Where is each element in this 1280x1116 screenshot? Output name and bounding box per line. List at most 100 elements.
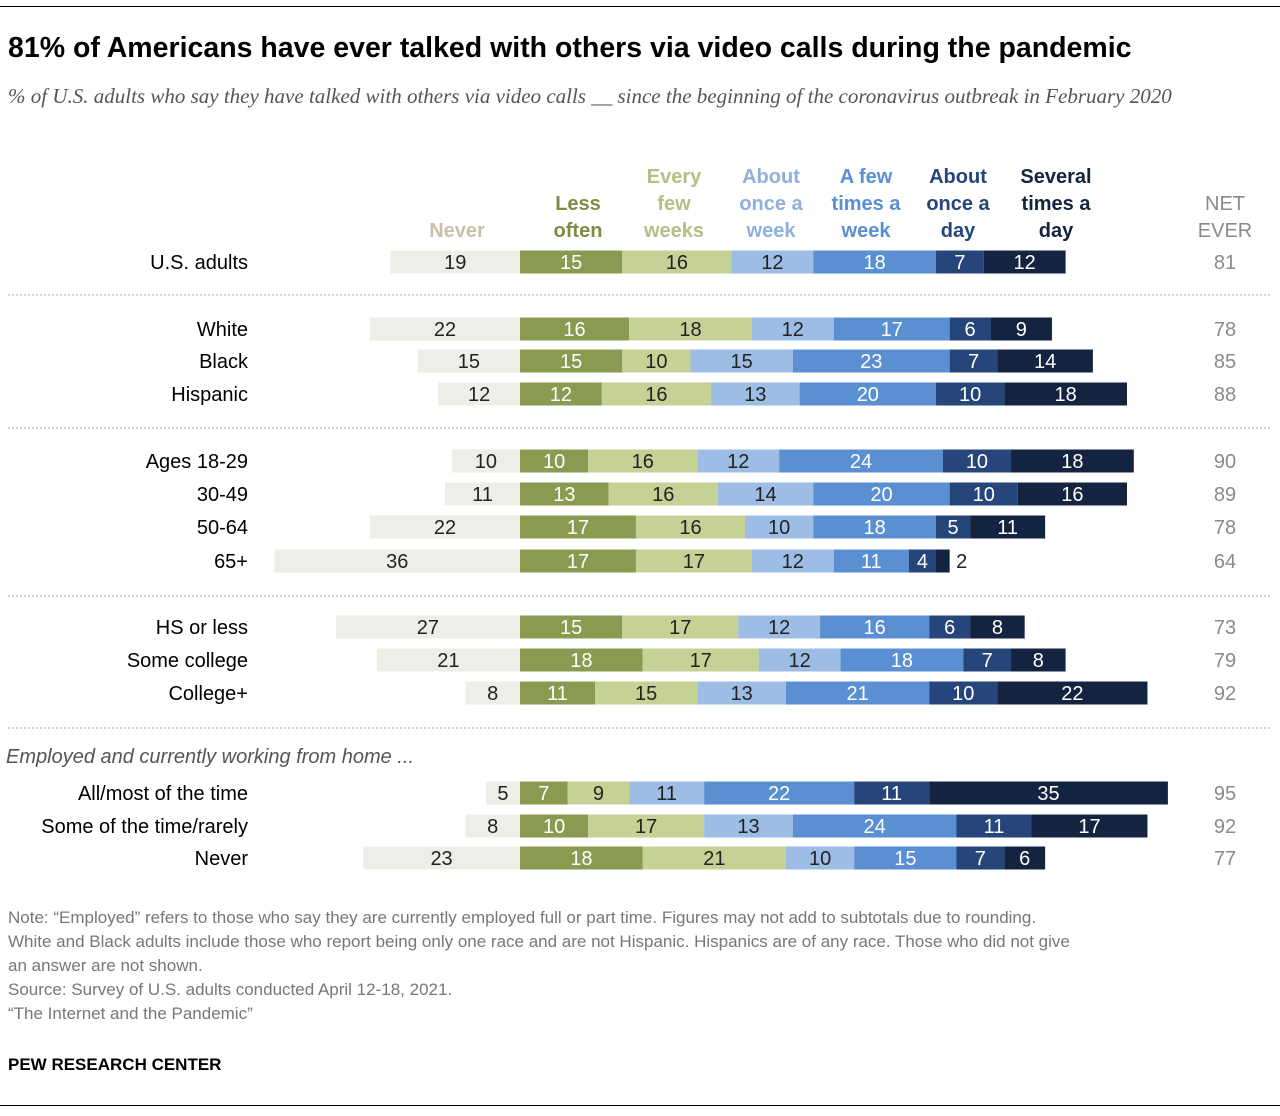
data-label: 8 <box>992 617 1003 639</box>
bar-segment <box>833 549 909 573</box>
data-label: 18 <box>864 517 886 539</box>
bar-segment-never <box>465 681 520 705</box>
bar-segment <box>1011 648 1066 672</box>
bar-segment <box>1004 382 1127 406</box>
data-label: 17 <box>567 551 589 573</box>
bar-segment <box>608 482 718 506</box>
bar-segment <box>1031 814 1148 838</box>
data-label: 18 <box>891 650 913 672</box>
data-label: 16 <box>864 617 886 639</box>
bar-segment-never <box>274 549 520 573</box>
data-label: 10 <box>475 451 497 473</box>
bar-segment-never <box>417 349 520 373</box>
bar-segment <box>983 250 1066 274</box>
bar-segment-never <box>485 781 520 805</box>
bar-segment <box>717 482 814 506</box>
note-line: an answer are not shown. <box>8 956 203 975</box>
bar-segment-never <box>444 482 520 506</box>
note-line: Note: “Employed” refers to those who say… <box>8 908 1037 927</box>
bar-segment <box>520 846 643 870</box>
bar-segment <box>785 681 930 705</box>
data-label: 22 <box>434 517 456 539</box>
data-label: 12 <box>782 551 804 573</box>
bar-segment <box>840 648 964 672</box>
bar-segment <box>929 681 998 705</box>
top-rule <box>0 6 1280 7</box>
row-label: All/most of the time <box>78 783 248 805</box>
data-label: 17 <box>881 319 903 341</box>
net-header-label: EVER <box>1198 220 1252 242</box>
bar-segment <box>751 317 834 341</box>
data-label: 7 <box>982 650 993 672</box>
data-label: 6 <box>1019 848 1030 870</box>
bar-segment <box>936 250 984 274</box>
data-label: 5 <box>948 517 959 539</box>
row-label: College+ <box>168 683 248 705</box>
data-label: 11 <box>984 816 1005 838</box>
bar-segment <box>949 482 1018 506</box>
data-label: 15 <box>894 848 916 870</box>
note-line: White and Black adults include those who… <box>8 932 1070 951</box>
data-label: 24 <box>864 816 886 838</box>
data-label: 7 <box>538 783 549 805</box>
row-label: HS or less <box>156 617 248 639</box>
data-label: 10 <box>543 816 565 838</box>
chart-title: 81% of Americans have ever talked with o… <box>8 32 1132 64</box>
legend-label: day <box>941 220 976 242</box>
data-label: 12 <box>727 451 749 473</box>
data-label: 35 <box>1037 783 1059 805</box>
bar-segment <box>936 382 1005 406</box>
bar-segment <box>629 317 752 341</box>
bar-segment <box>813 515 937 539</box>
row-label: Black <box>199 351 249 373</box>
data-label: 27 <box>417 617 439 639</box>
data-label: 11 <box>997 517 1018 539</box>
data-label: 7 <box>975 848 986 870</box>
bar-segment <box>854 781 930 805</box>
bar-segment <box>949 317 991 341</box>
bar-segment <box>520 814 589 838</box>
bar-segment-never <box>465 814 520 838</box>
bar-segment <box>758 648 841 672</box>
data-label: 15 <box>560 617 582 639</box>
data-label: 18 <box>570 848 592 870</box>
bar-segment <box>635 515 746 539</box>
bar-segment <box>908 549 937 573</box>
data-label: 12 <box>768 617 790 639</box>
net-ever-value: 89 <box>1214 484 1236 506</box>
data-label: 8 <box>487 816 498 838</box>
stacked-bar-chart: Never Less often Every few weeks About once a we… <box>6 166 1272 870</box>
row-label: Some of the time/rarely <box>41 816 248 838</box>
net-ever-value: 92 <box>1214 683 1236 705</box>
data-label: 10 <box>966 451 988 473</box>
bar-segment <box>622 250 732 274</box>
bar-segment <box>588 814 705 838</box>
legend-label: once a <box>926 193 990 215</box>
bar-segment <box>813 482 950 506</box>
data-label: 13 <box>744 384 766 406</box>
row-label: 65+ <box>214 551 248 573</box>
bar-segment <box>520 615 623 639</box>
data-label: 9 <box>593 783 604 805</box>
data-label: 10 <box>543 451 565 473</box>
net-ever-value: 95 <box>1214 783 1236 805</box>
data-label: 9 <box>1016 319 1027 341</box>
net-ever-value: 88 <box>1214 384 1236 406</box>
net-ever-value: 73 <box>1214 617 1236 639</box>
data-label: 21 <box>437 650 459 672</box>
chart-subtitle: % of U.S. adults who say they have talke… <box>8 84 1172 108</box>
bar-segment <box>731 250 814 274</box>
data-label: 15 <box>731 351 753 373</box>
bar-segment <box>520 549 636 573</box>
row-label: Never <box>195 848 249 870</box>
bar-segment <box>520 449 589 473</box>
bar-segment <box>520 349 623 373</box>
data-label: 23 <box>430 848 452 870</box>
bar-segment <box>567 781 630 805</box>
bar-segment <box>779 449 943 473</box>
bar-segment <box>704 814 793 838</box>
data-label: 10 <box>959 384 981 406</box>
data-label: 11 <box>656 783 677 805</box>
bar-segment <box>622 615 739 639</box>
data-label: 22 <box>768 783 790 805</box>
